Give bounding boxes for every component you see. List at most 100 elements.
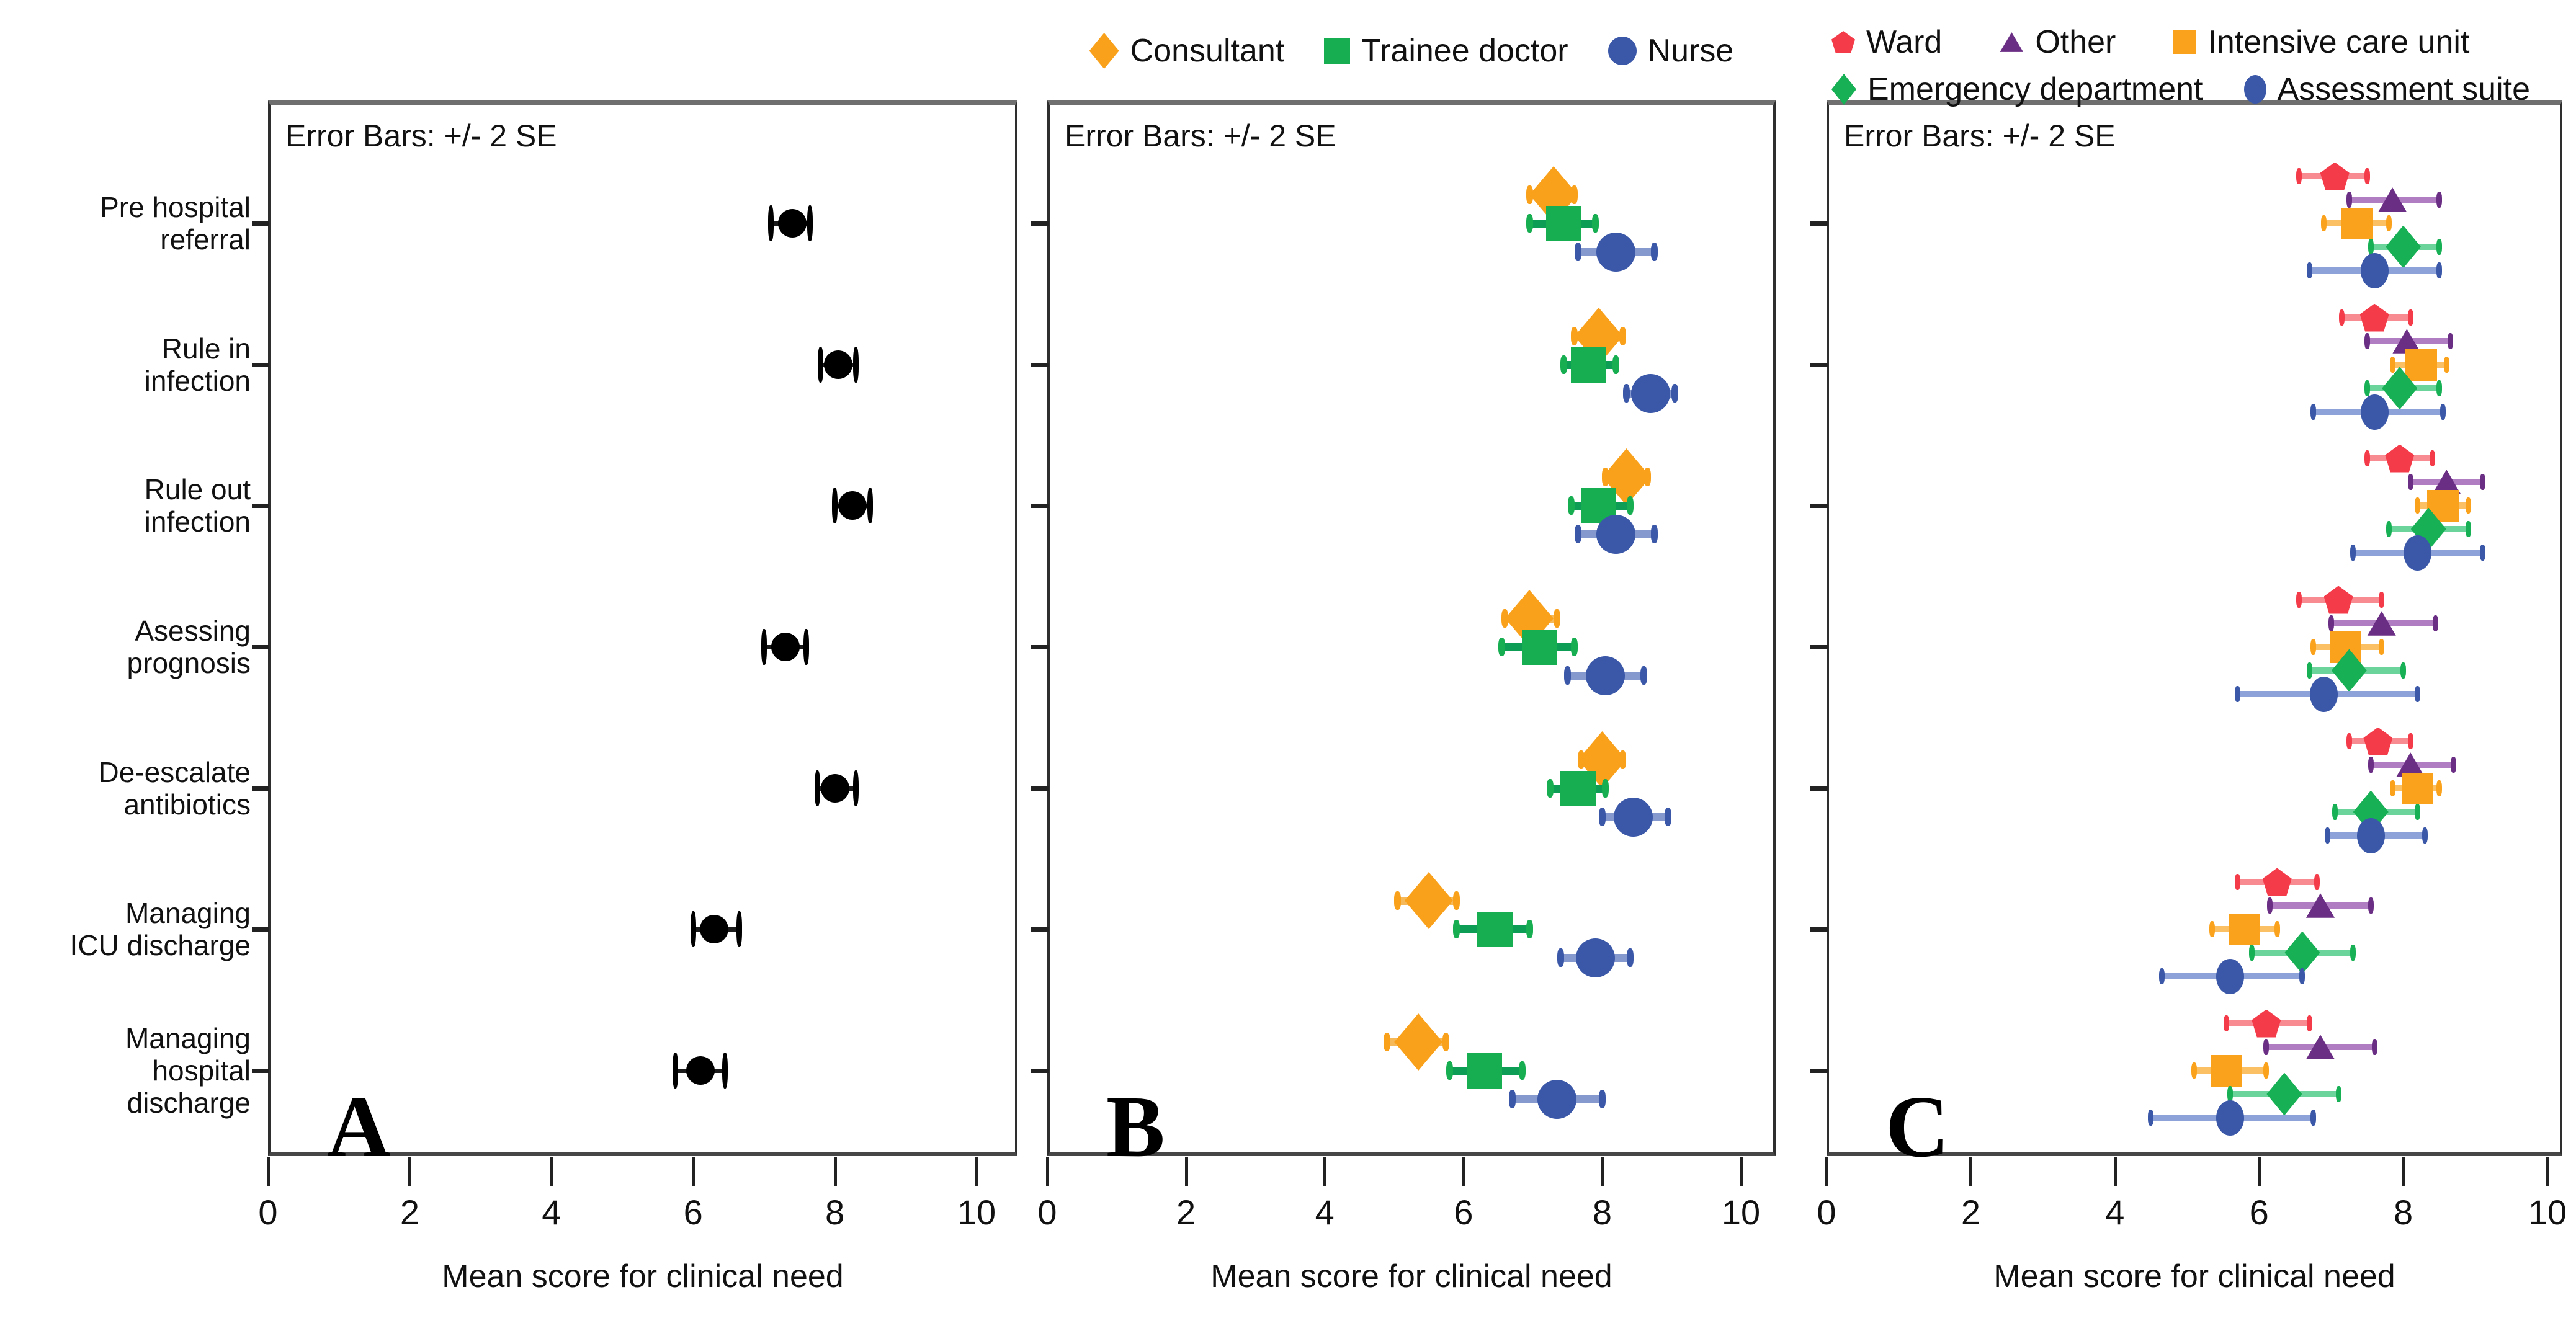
error-bar-cap-low [2249, 945, 2255, 961]
legend-item-intensive-care-unit: Intensive care unit [2173, 24, 2469, 61]
x-axis-title: Mean score for clinical need [1993, 1258, 2395, 1294]
category-axis-tick [1810, 504, 1828, 508]
category-axis-tick [1810, 221, 1828, 226]
error-bar-cap-high [1602, 779, 1609, 798]
error-bar-cap-low [2158, 968, 2165, 984]
square-marker [2229, 913, 2261, 945]
error-bar-cap-low [2227, 1086, 2234, 1102]
legend-item-trainee-doctor: Trainee doctor [1324, 32, 1568, 69]
error-bar-cap-high [1650, 525, 1658, 543]
circle-legend-icon [1608, 37, 1637, 65]
error-bar-cap-high [2350, 945, 2356, 961]
x-tick-label: 0 [1037, 1193, 1057, 1232]
error-bar-cap-high [2447, 333, 2453, 349]
error-bar-cap-high [2436, 239, 2443, 255]
square-legend-icon [2173, 30, 2197, 54]
error-bar-cap-low [2234, 686, 2240, 702]
x-tick-label: 2 [1961, 1193, 1980, 1232]
x-tick-label: 0 [1817, 1193, 1836, 1232]
legend-panel-c: Ward Other Intensive care unit Emergency de… [1831, 19, 2576, 113]
error-bar-cap-high [2415, 804, 2421, 820]
circle-marker [820, 774, 849, 803]
x-axis-tick [1601, 1157, 1604, 1186]
x-tick-label: 0 [258, 1193, 278, 1232]
circle-marker [824, 350, 853, 379]
error-bar-cap-low [2389, 357, 2395, 373]
error-bar-cap-low [1526, 185, 1533, 204]
category-axis-tick [1031, 645, 1049, 649]
category-label: Managing hospital discharge [125, 1022, 251, 1119]
legend-label: Other [2035, 24, 2116, 60]
x-axis-tick [2546, 1157, 2549, 1186]
error-bar-cap-high [1526, 920, 1533, 938]
x-tick-label: 4 [1315, 1193, 1335, 1232]
error-bar-cap-high [2299, 968, 2305, 984]
error-bar-cap-low [1564, 666, 1571, 685]
panel-letter-a: A [327, 1077, 391, 1175]
circle-marker [771, 633, 800, 661]
error-bar-cap-high [1665, 808, 1672, 826]
error-bar-cap-low [2224, 1015, 2230, 1031]
error-bar-cap-low [814, 770, 820, 806]
category-axis-tick [1031, 1069, 1049, 1073]
error-bar-cap-high [2415, 686, 2421, 702]
error-bars-note: Error Bars: +/- 2 SE [1065, 118, 1336, 153]
x-axis-tick [1323, 1157, 1327, 1186]
category-axis-tick [252, 221, 269, 226]
panel-letter-b: B [1106, 1077, 1165, 1175]
error-bar-cap-high [2386, 215, 2392, 231]
error-bar-cap-low [1394, 891, 1402, 910]
error-bar-cap-low [2389, 780, 2395, 796]
error-bar-cap-high [1571, 638, 1578, 656]
error-bar-cap-low [2346, 733, 2352, 749]
square-marker [2405, 349, 2438, 381]
x-axis-tick [1046, 1157, 1049, 1186]
error-bar-cap-low [2267, 897, 2273, 914]
x-axis-tick [1740, 1157, 1743, 1186]
x-tick-label: 6 [683, 1193, 703, 1232]
x-axis-tick [975, 1157, 978, 1186]
ellipse-marker [2216, 958, 2245, 994]
category-axis-tick [252, 1069, 269, 1073]
error-bar-cap-high [2436, 262, 2443, 278]
pentagon-legend-icon [1831, 31, 1855, 53]
x-axis-title: Mean score for clinical need [442, 1258, 844, 1294]
error-bar-cap-low [2368, 757, 2374, 773]
x-axis-tick [1462, 1157, 1465, 1186]
x-tick-label: 2 [400, 1193, 419, 1232]
ellipse-legend-icon [2243, 75, 2266, 104]
error-bar-cap-low [2350, 545, 2356, 561]
x-tick-label: 4 [542, 1193, 561, 1232]
legend-label: Trainee doctor [1361, 33, 1568, 69]
error-bar-cap-low [1446, 1061, 1453, 1080]
legend-panel-b: Consultant Trainee doctor Nurse [1047, 32, 1776, 69]
error-bar-cap-high [853, 347, 859, 383]
x-tick-label: 8 [825, 1193, 845, 1232]
x-axis-tick [267, 1157, 270, 1186]
error-bar-cap-low [2307, 662, 2313, 679]
error-bar-cap-low [2296, 592, 2302, 608]
error-bar-cap-high [2436, 380, 2443, 396]
legend-item-assessment-suite: Assessment suite [2243, 71, 2530, 108]
error-bar-cap-high [1619, 327, 1627, 345]
error-bar-cap-high [2479, 474, 2485, 490]
x-axis-tick [550, 1157, 553, 1186]
x-axis-tick [1825, 1157, 1828, 1186]
error-bar-cap-low [2368, 239, 2374, 255]
legend-panel-c-row-2: Emergency department Assessment suite [1831, 66, 2576, 113]
error-bar-cap-low [1508, 1090, 1516, 1108]
square-marker [1466, 1053, 1502, 1089]
error-bar-cap-high [2263, 1062, 2270, 1079]
error-bar-cap-low [2325, 827, 2331, 844]
circle-marker [686, 1056, 715, 1085]
x-tick-label: 10 [957, 1193, 996, 1232]
category-label: Pre hospital referral [100, 191, 251, 256]
error-bar-cap-low [1574, 525, 1581, 543]
category-label: Asessing prognosis [127, 615, 251, 679]
error-bar-cap-high [853, 770, 859, 806]
error-bar-cap-high [2433, 615, 2439, 631]
error-bar-cap-high [2479, 545, 2485, 561]
x-tick-label: 10 [1721, 1193, 1761, 1232]
error-bar-cap-low [1498, 638, 1505, 656]
